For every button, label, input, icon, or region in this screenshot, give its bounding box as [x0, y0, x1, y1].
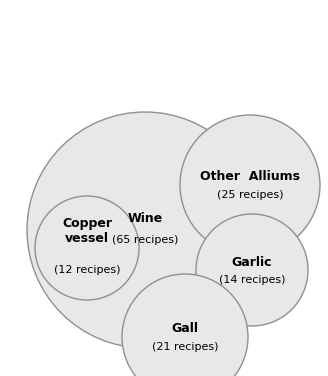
Circle shape [122, 274, 248, 376]
Text: Gall: Gall [172, 323, 198, 335]
Text: (65 recipes): (65 recipes) [112, 235, 178, 245]
Text: vessel: vessel [65, 232, 109, 244]
Circle shape [180, 115, 320, 255]
Text: Other  Alliums: Other Alliums [200, 170, 300, 183]
Text: (25 recipes): (25 recipes) [217, 190, 283, 200]
Text: Garlic: Garlic [232, 256, 272, 268]
Text: (12 recipes): (12 recipes) [54, 265, 120, 275]
Text: Wine: Wine [127, 211, 163, 224]
Text: (21 recipes): (21 recipes) [152, 342, 218, 352]
Circle shape [196, 214, 308, 326]
Text: Copper: Copper [62, 217, 112, 230]
Circle shape [27, 112, 263, 348]
Text: (14 recipes): (14 recipes) [219, 275, 285, 285]
Circle shape [35, 196, 139, 300]
